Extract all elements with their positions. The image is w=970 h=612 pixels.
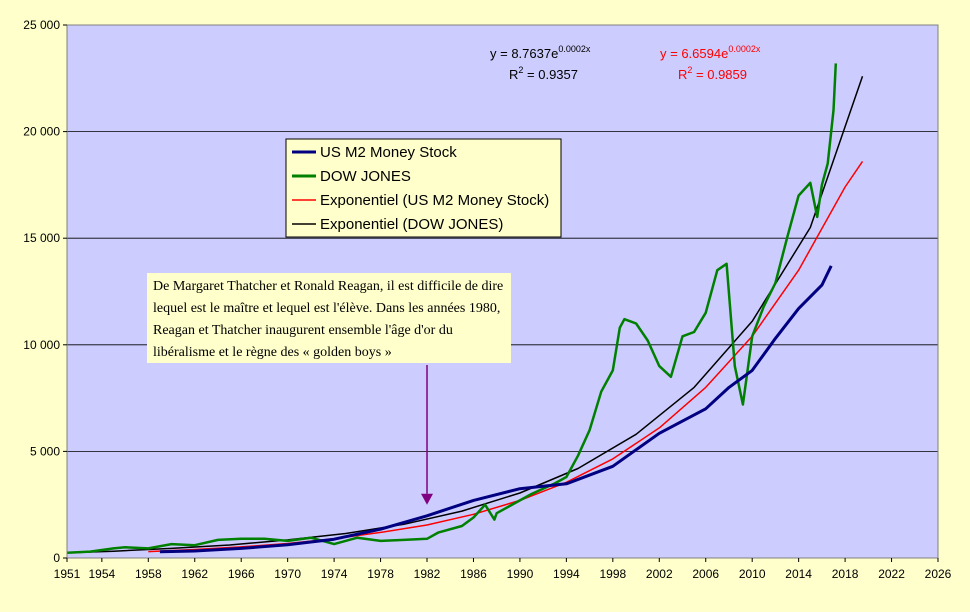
x-tick-label: 1974 (321, 567, 348, 581)
x-tick-label: 1966 (228, 567, 255, 581)
x-tick-label: 1994 (553, 567, 580, 581)
y-axis: 0 5 000 10 000 15 000 20 000 25 000 (23, 18, 67, 565)
x-tick-label: 1958 (135, 567, 162, 581)
x-tick-label: 2014 (785, 567, 812, 581)
plot-border (66, 24, 939, 559)
x-tick-label: 2022 (878, 567, 905, 581)
series-layer (66, 63, 864, 554)
x-tick-label: 1954 (88, 567, 115, 581)
annotation-arrow (421, 365, 434, 505)
legend-item-dow-jones-fit: Exponentiel (DOW JONES) (292, 216, 503, 233)
series-dow-jones-line (66, 63, 838, 554)
legend-item-m2-fit: Exponentiel (US M2 Money Stock) (292, 192, 549, 209)
legend-label: Exponentiel (US M2 Money Stock) (320, 192, 549, 209)
legend-label: Exponentiel (DOW JONES) (320, 216, 503, 233)
y-tick-label: 10 000 (23, 338, 60, 352)
series-m2-line (159, 265, 833, 554)
y-tick-label: 20 000 (23, 125, 60, 139)
x-tick-label: 1978 (367, 567, 394, 581)
equation-dow-jones-formula: y = 8.7637e0.0002x (490, 44, 591, 61)
legend-item-m2: US M2 Money Stock (292, 144, 457, 161)
arrow-head (421, 493, 434, 505)
equation-dow-jones-r2: R2 = 0.9357 (509, 65, 578, 82)
x-tick-label: 1970 (274, 567, 301, 581)
x-tick-label: 2002 (646, 567, 673, 581)
y-tick-label: 15 000 (23, 231, 60, 245)
x-tick-label: 2026 (925, 567, 952, 581)
equation-m2-formula: y = 6.6594e0.0002x (660, 44, 761, 61)
legend-label: DOW JONES (320, 168, 411, 185)
x-tick-label: 1998 (599, 567, 626, 581)
x-tick-label: 1986 (460, 567, 487, 581)
x-tick-label: 2006 (692, 567, 719, 581)
x-tick-label: 1990 (507, 567, 534, 581)
y-tick-label: 5 000 (30, 444, 60, 458)
y-tick-label: 25 000 (23, 18, 60, 32)
x-tick-label: 1962 (181, 567, 208, 581)
legend: US M2 Money Stock DOW JONES Exponentiel (U… (285, 138, 562, 238)
equation-dow-jones: y = 8.7637e0.0002x R2 = 0.9357 (490, 44, 591, 82)
equation-m2: y = 6.6594e0.0002x R2 = 0.9859 (660, 44, 761, 82)
equation-m2-r2: R2 = 0.9859 (678, 65, 747, 82)
x-tick-label: 2018 (832, 567, 859, 581)
annotation-note: De Margaret Thatcher et Ronald Reagan, i… (147, 273, 511, 363)
legend-label: US M2 Money Stock (320, 144, 457, 161)
x-tick-label: 1982 (414, 567, 441, 581)
x-tick-label: 1951 (54, 567, 81, 581)
legend-item-dow-jones: DOW JONES (292, 168, 411, 185)
legend-box (285, 138, 562, 238)
x-tick-label: 2010 (739, 567, 766, 581)
y-tick-label: 0 (53, 551, 60, 565)
x-axis: 1951 1954 1958 1962 1966 1970 1974 1978 1982 1986… (54, 558, 952, 581)
